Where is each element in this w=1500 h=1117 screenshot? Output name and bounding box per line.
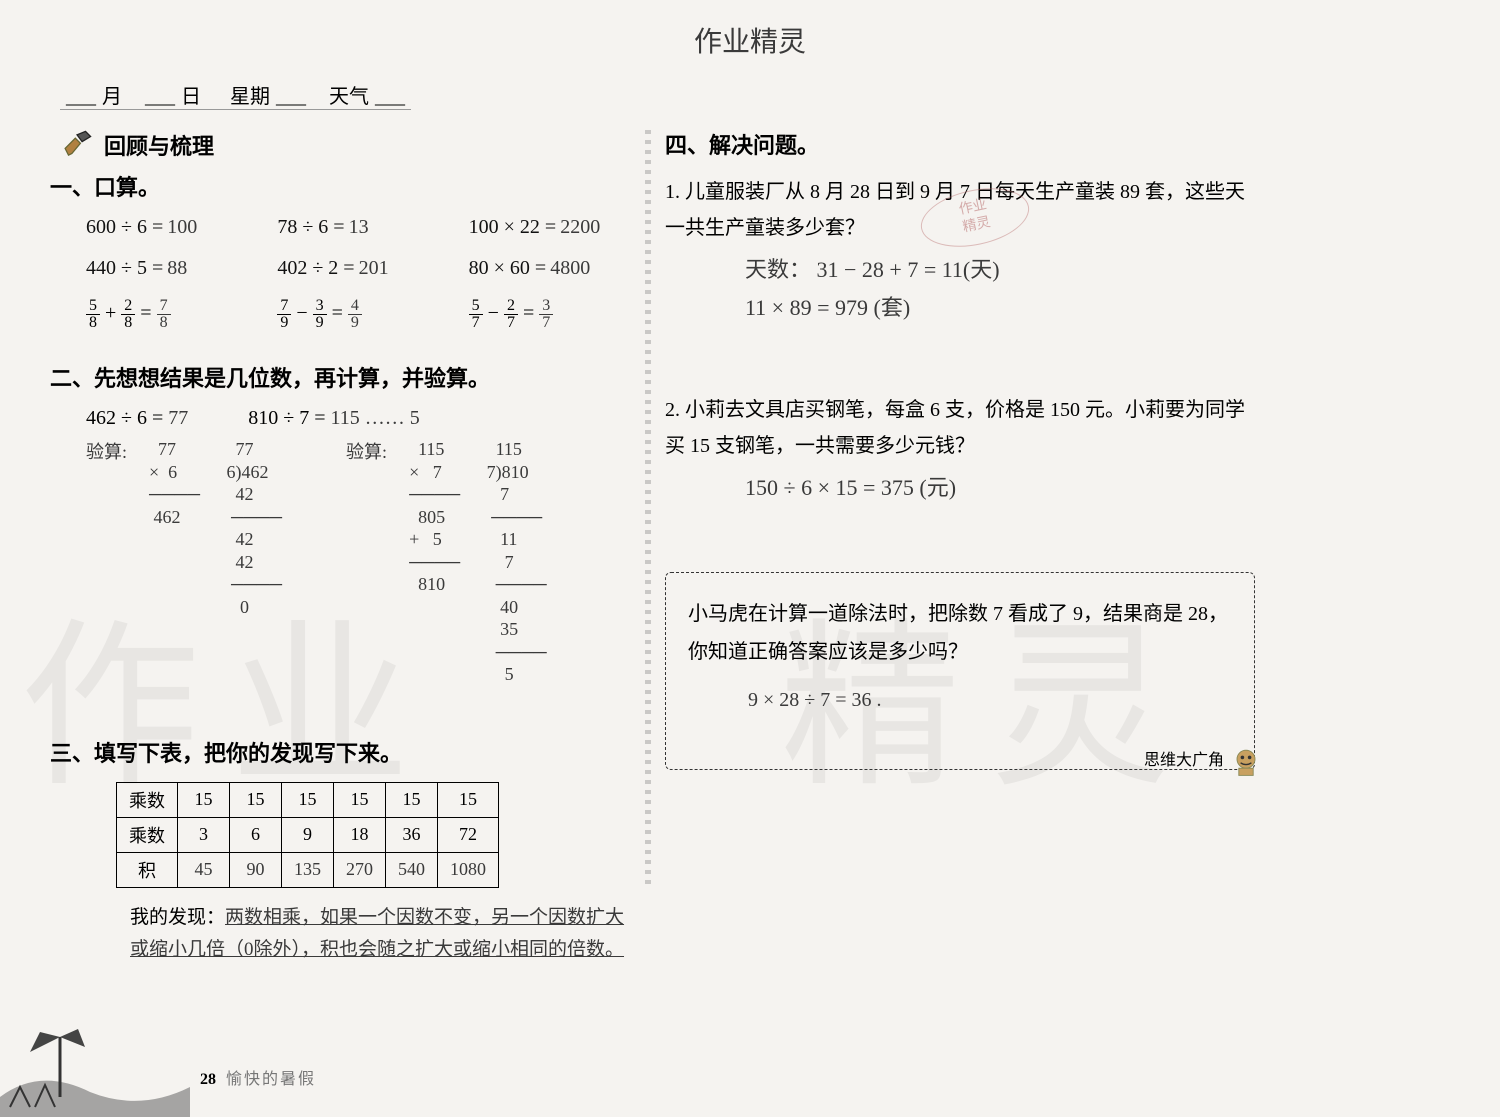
- work-left-mul: 77 × 6 ──── 462: [149, 438, 200, 528]
- verify-label-left: 验算:: [86, 438, 127, 464]
- row-label: 乘数: [117, 782, 178, 817]
- thought-answer: 9 × 28 ÷ 7 = 36 .: [748, 681, 1232, 719]
- section-2: 二、先想想结果是几位数，再计算，并验算。 462 ÷ 6 = 77 810 ÷ …: [50, 361, 640, 686]
- section-3-title: 三、填写下表，把你的发现写下来。: [50, 736, 640, 768]
- work-right-mul: 115 × 7 ──── 805 + 5 ──── 810: [409, 438, 460, 596]
- problem-2-text: 2. 小莉去文具店买钢笔，每盒 6 支，价格是 150 元。小莉要为同学买 15…: [665, 392, 1255, 464]
- beach-decoration-icon: [0, 997, 190, 1117]
- mental-item: 80 × 60 =4800: [469, 257, 640, 280]
- date-weather-label: 天气___: [317, 86, 411, 108]
- mental-item: 402 ÷ 2 =201: [277, 257, 448, 280]
- row-label: 积: [117, 852, 178, 887]
- row-label: 乘数: [117, 817, 178, 852]
- table-row: 积 45901352705401080: [117, 852, 499, 887]
- mental-item: 100 × 22 =2200: [469, 216, 640, 239]
- date-day-label: ___日: [139, 86, 213, 108]
- section-2-title: 二、先想想结果是几位数，再计算，并验算。: [50, 361, 640, 393]
- page-title: 作业精灵: [694, 20, 806, 60]
- problem-1-answer-line1: 天数： 31 − 28 + 7 = 11(天): [745, 252, 1255, 284]
- mascot-icon: [1228, 743, 1264, 779]
- section-4-title: 四、解决问题。: [665, 128, 1255, 160]
- verify-label-right: 验算:: [346, 438, 387, 464]
- page-number: 28: [200, 1071, 216, 1088]
- section-1-title: 一、口算。: [50, 170, 640, 202]
- date-header-line: ___月 ___日 星期___ 天气___: [60, 80, 411, 110]
- section-3: 三、填写下表，把你的发现写下来。 乘数 151515151515 乘数 3691…: [50, 736, 640, 967]
- thought-challenge-box: 小马虎在计算一道除法时，把除数 7 看成了 9，结果商是 28，你知道正确答案应…: [665, 572, 1255, 770]
- mental-frac-item: 57 − 27 = 37: [469, 298, 640, 331]
- thought-text: 小马虎在计算一道除法时，把除数 7 看成了 9，结果商是 28，你知道正确答案应…: [688, 595, 1232, 671]
- estimate-row: 462 ÷ 6 = 77 810 ÷ 7 = 115 …… 5: [86, 407, 640, 430]
- estimate-right: 810 ÷ 7 = 115 …… 5: [248, 407, 420, 430]
- table-row: 乘数 369183672: [117, 817, 499, 852]
- estimate-left: 462 ÷ 6 = 77: [86, 407, 188, 430]
- table-row: 乘数 151515151515: [117, 782, 499, 817]
- date-month-label: ___月: [60, 86, 134, 108]
- work-left-div: 77 6)462 42 ──── 42 42 ──── 0: [222, 438, 282, 618]
- mental-frac-item: 58 + 28 = 78: [86, 298, 257, 331]
- footer-caption: 愉快的暑假: [226, 1071, 316, 1088]
- problem-1-answer-line2: 11 × 89 = 979 (套): [745, 290, 1255, 322]
- date-week-label: 星期___: [218, 86, 312, 108]
- discovery-text: 我的发现：两数相乘，如果一个因数不变，另一个因数扩大或缩小几倍（0除外），积也会…: [130, 902, 640, 967]
- mental-math-grid: 600 ÷ 6 =100 78 ÷ 6 =13 100 × 22 =2200 4…: [86, 216, 640, 331]
- work-right-div: 115 7)810 7 ──── 11 7 ──── 40 35 ──── 5: [482, 438, 547, 686]
- thought-badge: 思维大广角: [1144, 743, 1264, 779]
- mental-frac-item: 79 − 39 = 49: [277, 298, 448, 331]
- page-footer: 28 愉快的暑假: [200, 1065, 316, 1089]
- mental-item: 440 ÷ 5 =88: [86, 257, 257, 280]
- left-column: 一、口算。 600 ÷ 6 =100 78 ÷ 6 =13 100 × 22 =…: [50, 170, 640, 966]
- mental-item: 600 ÷ 6 =100: [86, 216, 257, 239]
- column-divider: [645, 130, 651, 890]
- hammer-icon: [60, 128, 94, 162]
- multiplication-table: 乘数 151515151515 乘数 369183672 积 459013527…: [116, 782, 499, 888]
- section-banner-text: 回顾与梳理: [104, 129, 214, 161]
- section-banner: 回顾与梳理: [60, 128, 214, 162]
- verify-work: 验算: 77 × 6 ──── 462 77 6)462 42 ──── 42 …: [86, 438, 640, 686]
- mental-item: 78 ÷ 6 =13: [277, 216, 448, 239]
- problem-2-answer: 150 ÷ 6 × 15 = 375 (元): [745, 470, 1255, 502]
